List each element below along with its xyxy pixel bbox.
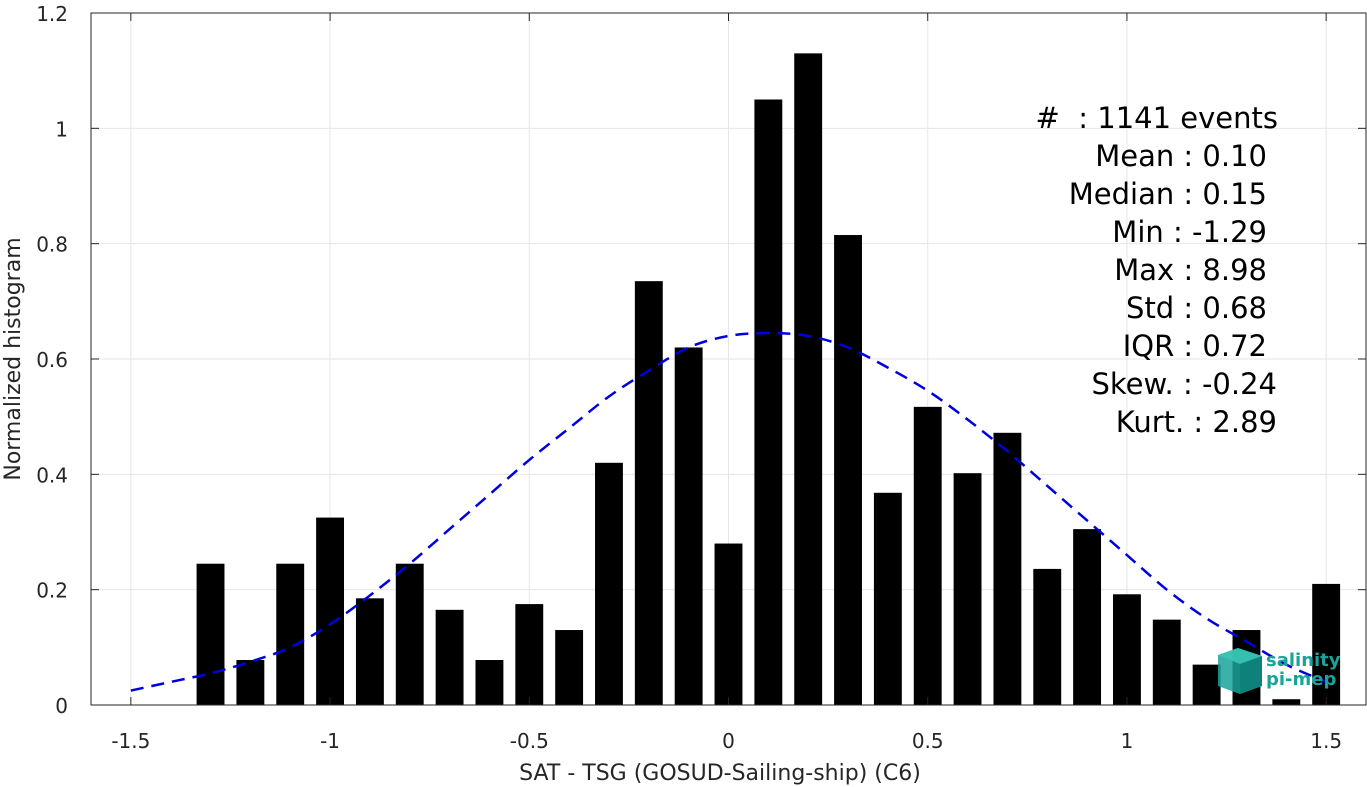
fit-curve — [130, 331, 1327, 692]
stat-median: Median : 0.15 — [1069, 177, 1267, 211]
histogram-bar — [1192, 664, 1221, 705]
stat-std: Std : 0.68 — [1126, 291, 1267, 325]
logo-line2: pi-mep — [1266, 669, 1336, 690]
y-tick-label: 0.6 — [36, 348, 68, 372]
logo-cube-icon — [1218, 648, 1262, 694]
y-axis-label: Normalized histogram — [1, 237, 26, 480]
histogram-bar — [355, 598, 384, 705]
histogram-bar — [834, 235, 862, 705]
x-tick-label: 0 — [722, 729, 735, 753]
histogram-bar — [1272, 699, 1301, 705]
histogram-bar — [913, 406, 942, 705]
histogram-bar — [794, 53, 823, 706]
x-tick-label: -1 — [320, 729, 340, 753]
y-tick-label: 1.2 — [36, 2, 68, 26]
logo-line1: salinity — [1266, 650, 1341, 671]
y-tick-labels: 0 0.2 0.4 0.6 0.8 1 1.2 — [36, 2, 68, 718]
y-tick-label: 0.2 — [36, 579, 68, 603]
histogram-bar — [953, 473, 982, 705]
histogram-bar — [435, 609, 464, 705]
histogram-bar — [674, 347, 703, 705]
histogram-bar — [634, 281, 663, 705]
x-tick-labels: -1.5 -1 -0.5 0 0.5 1 1.5 — [111, 729, 1342, 753]
y-tick-label: 1 — [55, 117, 68, 141]
histogram-bar — [1112, 594, 1141, 705]
stat-kurt: Kurt. : 2.89 — [1116, 405, 1277, 439]
stat-mean: Mean : 0.10 — [1095, 139, 1267, 173]
histogram-bar — [1073, 529, 1102, 705]
y-tick-label: 0.4 — [36, 463, 68, 487]
salinity-pimep-logo: salinity pi-mep — [1218, 648, 1341, 694]
histogram-bar — [1312, 583, 1341, 705]
histogram-bar — [475, 660, 504, 705]
x-tick-label: -1.5 — [111, 729, 150, 753]
histogram-bar — [196, 563, 225, 705]
stat-iqr: IQR : 0.72 — [1123, 329, 1267, 363]
stat-count: # : 1141 events — [1036, 101, 1278, 135]
axis-ticks — [91, 12, 1366, 706]
histogram-bar — [555, 630, 584, 705]
histogram-bar — [595, 462, 623, 705]
histogram-bar — [316, 517, 345, 705]
x-tick-label: 1.5 — [1310, 729, 1342, 753]
histogram-bar — [993, 432, 1022, 705]
stat-max: Max : 8.98 — [1114, 253, 1267, 287]
histogram-bar — [236, 660, 265, 705]
histogram-bar — [1152, 619, 1181, 705]
stat-min: Min : -1.29 — [1112, 215, 1267, 249]
histogram-bar — [714, 543, 743, 705]
histogram-bar — [276, 563, 305, 705]
histogram-bar — [1033, 568, 1062, 705]
y-tick-label: 0 — [55, 694, 68, 718]
x-tick-label: 1 — [1121, 729, 1134, 753]
x-axis-label: SAT - TSG (GOSUD-Sailing-ship) (C6) — [519, 761, 921, 786]
stats-box: # : 1141 events Mean : 0.10 Median : 0.1… — [1036, 101, 1278, 439]
histogram-bar — [515, 604, 544, 705]
y-tick-label: 0.8 — [36, 233, 68, 257]
x-tick-label: -0.5 — [510, 729, 549, 753]
stat-skew: Skew. : -0.24 — [1091, 367, 1277, 401]
bars — [196, 53, 1341, 706]
histogram-bar — [395, 563, 424, 705]
x-tick-label: 0.5 — [912, 729, 944, 753]
histogram-bar — [754, 99, 783, 705]
histogram-bar — [873, 492, 902, 705]
